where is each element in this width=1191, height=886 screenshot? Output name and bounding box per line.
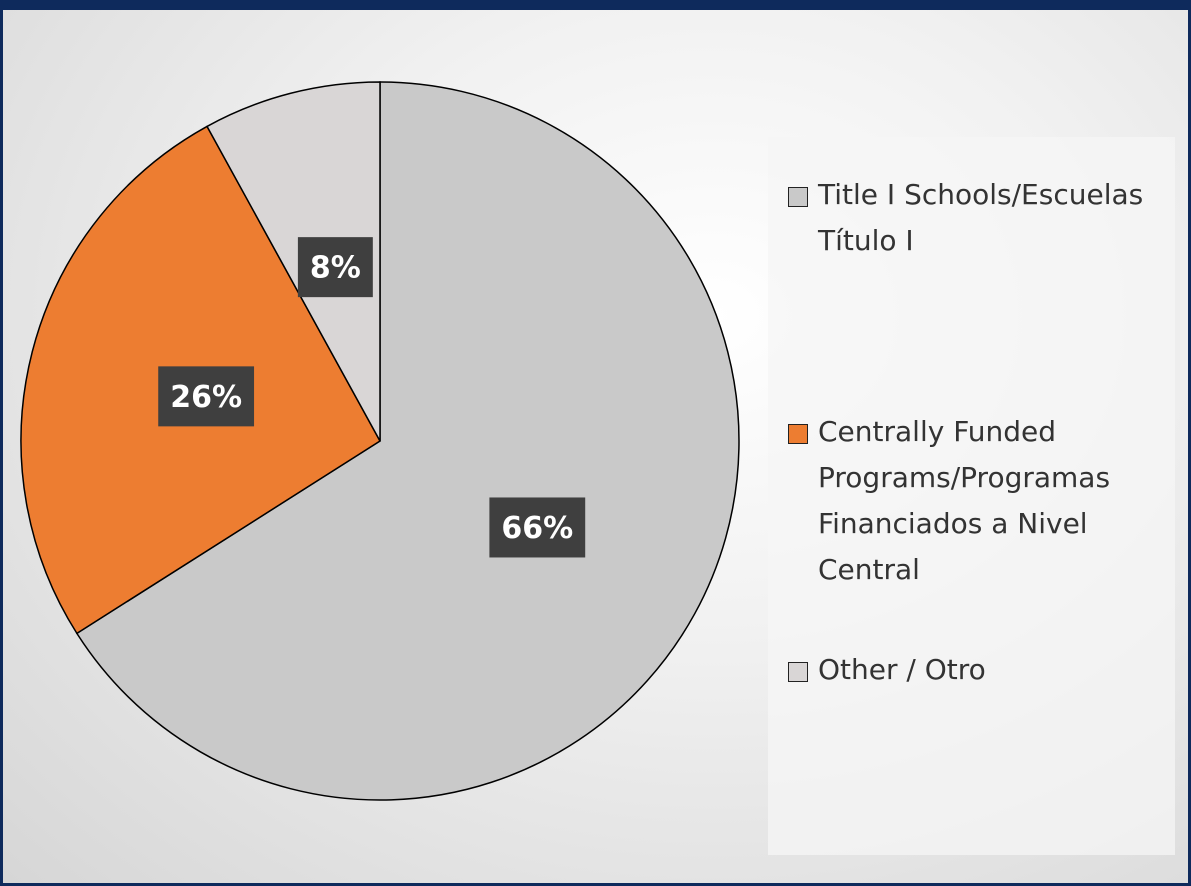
legend-label: Title I Schools/Escuelas Título I bbox=[818, 178, 1144, 257]
legend-entry: Title I Schools/Escuelas Título I bbox=[788, 172, 1173, 264]
legend-label: Centrally Funded Programs/Programas Fina… bbox=[818, 415, 1111, 586]
data-label-group: 66% bbox=[489, 497, 586, 558]
pie-chart: 66% 26% 8% bbox=[20, 81, 740, 801]
data-label: 26% bbox=[170, 380, 242, 415]
data-label: 8% bbox=[310, 251, 361, 286]
pie-slice bbox=[206, 81, 381, 442]
legend-swatch bbox=[788, 662, 808, 682]
data-label: 66% bbox=[501, 511, 573, 546]
legend-entry: Centrally Funded Programs/Programas Fina… bbox=[788, 409, 1173, 593]
legend-swatch bbox=[788, 187, 808, 207]
legend-swatch bbox=[788, 424, 808, 444]
legend-label: Other / Otro bbox=[818, 653, 986, 686]
data-label-group: 26% bbox=[158, 366, 255, 427]
legend: Title I Schools/Escuelas Título I Central… bbox=[768, 137, 1175, 855]
data-label-box bbox=[297, 237, 373, 298]
data-label-group: 8% bbox=[297, 237, 373, 298]
data-label-box bbox=[158, 366, 255, 427]
pie-slice bbox=[75, 81, 740, 801]
legend-entry: Other / Otro bbox=[788, 647, 1173, 693]
data-label-box bbox=[489, 497, 586, 558]
